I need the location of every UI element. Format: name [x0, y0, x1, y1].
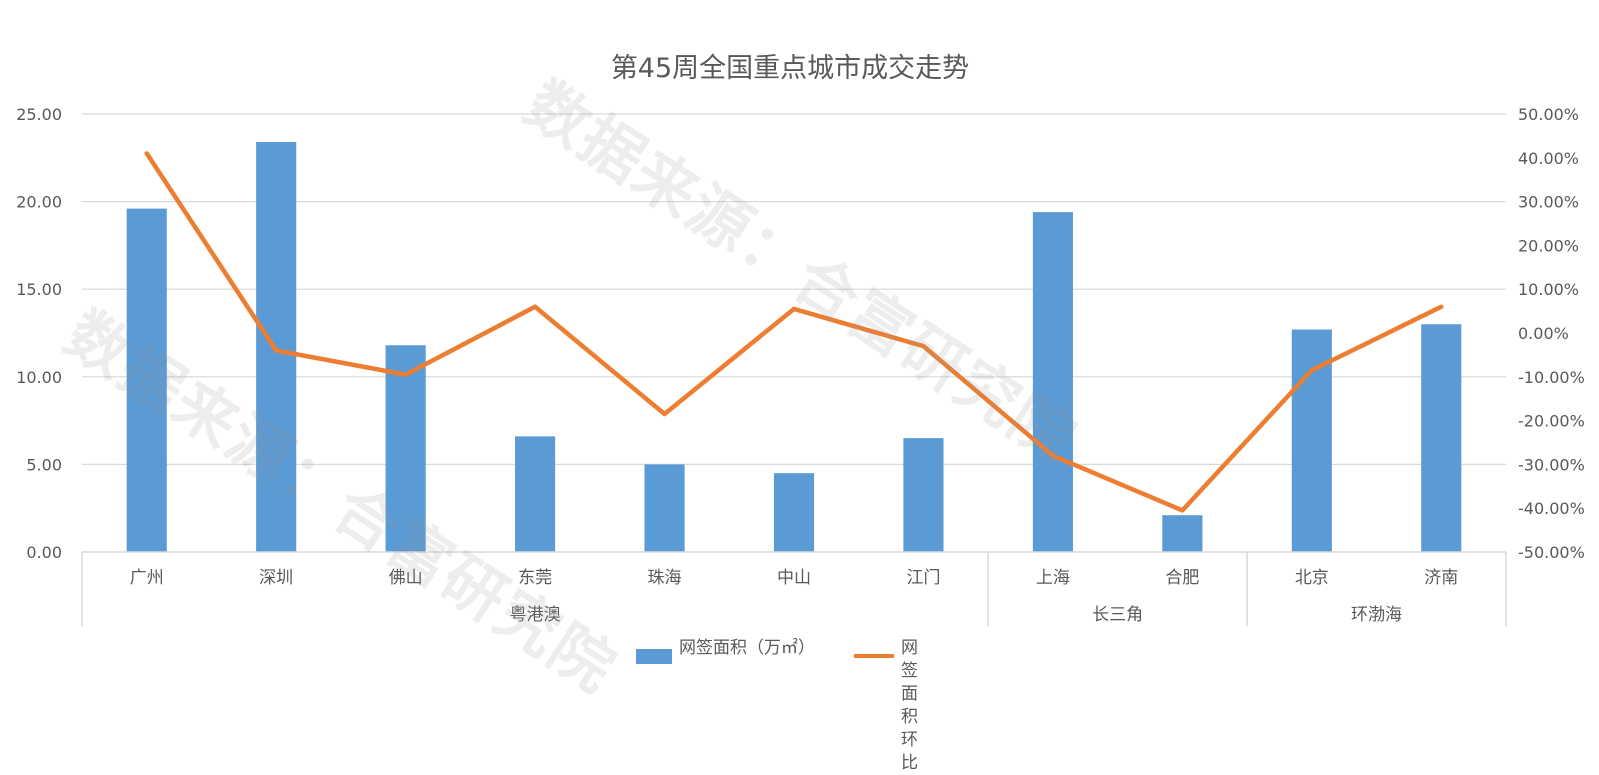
bar-合肥 [1162, 515, 1202, 552]
right-tick-label: 0.00% [1518, 324, 1569, 343]
left-tick-label: 5.00 [26, 455, 62, 474]
x-tick-label: 深圳 [259, 568, 293, 588]
left-tick-label: 10.00 [16, 368, 62, 387]
group-label: 粤港澳 [510, 605, 561, 625]
right-tick-label: 30.00% [1518, 193, 1579, 212]
bar-中山 [774, 473, 814, 552]
left-tick-label: 15.00 [16, 280, 62, 299]
right-tick-label: 50.00% [1518, 105, 1579, 124]
right-tick-label: 20.00% [1518, 236, 1579, 255]
group-labels: 粤港澳 长三角 环渤海 [510, 605, 1402, 625]
x-tick-label: 上海 [1036, 568, 1070, 588]
x-tick-label: 东莞 [518, 568, 552, 588]
line-series [147, 153, 1442, 510]
left-tick-label: 20.00 [16, 193, 62, 212]
x-tick-label: 北京 [1295, 568, 1329, 588]
x-tick-label: 广州 [130, 568, 164, 588]
group-label: 长三角 [1092, 605, 1143, 625]
bar-东莞 [515, 436, 555, 552]
bar-济南 [1421, 324, 1461, 552]
bar-珠海 [644, 464, 684, 552]
chart-title: 第45周全国重点城市成交走势 [611, 53, 969, 84]
x-tick-label: 中山 [777, 568, 811, 588]
legend-bar-label: 网签面积（万㎡） [679, 637, 815, 660]
x-tick-label: 珠海 [648, 568, 682, 588]
right-tick-label: -50.00% [1518, 543, 1585, 562]
left-tick-label: 25.00 [16, 105, 62, 124]
left-tick-label: 0.00 [26, 543, 62, 562]
legend-line-label: 网签面积 环比 [901, 637, 918, 775]
legend-line-swatch [854, 654, 894, 658]
right-tick-label: 10.00% [1518, 280, 1579, 299]
x-tick-label: 佛山 [389, 568, 423, 588]
x-tick-label: 合肥 [1165, 568, 1199, 588]
x-tick-label: 江门 [906, 568, 940, 588]
x-tick-label: 济南 [1424, 568, 1458, 588]
left-axis-ticks: 0.00 5.00 10.00 15.00 20.00 25.00 [16, 105, 62, 562]
right-axis-ticks: -50.00% -40.00% -30.00% -20.00% -10.00% 0.00%… [1518, 105, 1585, 562]
bar-广州 [127, 209, 167, 552]
legend-line-label-2: 环比 [901, 729, 918, 775]
right-tick-label: 40.00% [1518, 149, 1579, 168]
line-path [147, 153, 1442, 510]
bar-上海 [1033, 212, 1073, 552]
legend-line-label-1: 网签面积 [901, 637, 918, 729]
bars [127, 142, 1462, 552]
right-tick-label: -20.00% [1518, 412, 1585, 431]
right-tick-label: -40.00% [1518, 499, 1585, 518]
group-label: 环渤海 [1351, 605, 1402, 625]
right-tick-label: -10.00% [1518, 368, 1585, 387]
bar-江门 [903, 438, 943, 552]
right-tick-label: -30.00% [1518, 455, 1585, 474]
x-axis-labels: 广州 深圳 佛山 东莞 珠海 中山 江门 上海 合肥 北京 济南 [130, 568, 1459, 588]
x-axis-lines [82, 552, 1506, 626]
legend-bar-swatch [636, 649, 672, 664]
